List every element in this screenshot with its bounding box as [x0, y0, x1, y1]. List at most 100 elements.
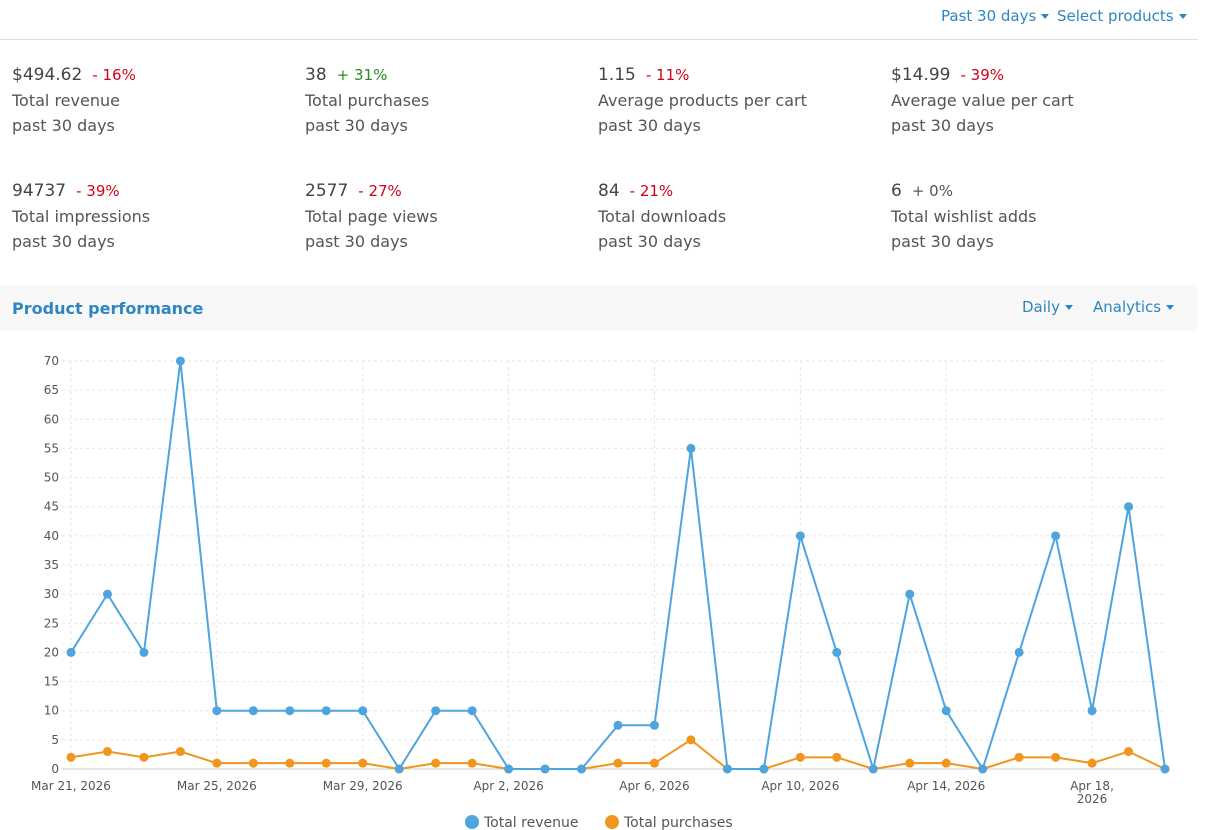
view-dropdown[interactable]: Analytics: [1093, 298, 1174, 316]
data-point: [1014, 752, 1024, 762]
data-point: [102, 747, 112, 757]
section-header: Product performance Daily Analytics: [0, 285, 1198, 331]
data-point: [285, 758, 295, 768]
y-tick-label: 15: [44, 675, 59, 689]
data-point: [431, 706, 441, 716]
stat-row: 1.15 - 11%: [598, 65, 888, 85]
data-point: [248, 706, 258, 716]
stat-value: 84: [598, 181, 620, 201]
data-point: [613, 720, 623, 730]
y-tick-label: 60: [44, 412, 59, 426]
stat-card: 84 - 21% Total downloads past 30 days: [598, 181, 888, 251]
y-tick-label: 25: [44, 616, 59, 630]
stat-period: past 30 days: [12, 232, 115, 251]
products-dropdown[interactable]: Select products: [1057, 7, 1187, 25]
chart: 0 5 10 15 20 25 30 35 40 45 50 55 60 65 70 Mar 21, 2026…: [31, 354, 1170, 830]
legend-swatch: [605, 815, 619, 829]
data-point: [66, 647, 76, 657]
stat-change: + 0%: [911, 182, 953, 200]
stat-label: Average value per cart: [891, 91, 1074, 110]
data-point: [941, 706, 951, 716]
stat-row: $14.99 - 39%: [891, 65, 1181, 85]
y-tick-label: 40: [44, 529, 59, 543]
stat-row: $494.62 - 16%: [12, 65, 302, 85]
data-point: [1124, 502, 1134, 512]
stat-period: past 30 days: [891, 232, 994, 251]
stat-card: 94737 - 39% Total impressions past 30 days: [12, 181, 302, 251]
stat-row: 2577 - 27%: [305, 181, 595, 201]
data-point: [868, 764, 878, 774]
data-point: [467, 758, 477, 768]
data-point: [795, 531, 805, 541]
stat-value: 1.15: [598, 65, 636, 85]
data-point: [175, 356, 185, 366]
stat-change: - 11%: [645, 66, 690, 84]
stat-label: Total impressions: [12, 207, 151, 226]
x-tick-label: Apr 10, 2026: [761, 779, 839, 793]
data-point: [1014, 647, 1024, 657]
stat-card: 38 + 31% Total purchases past 30 days: [305, 65, 595, 135]
stat-label: Total purchases: [305, 91, 430, 110]
stat-card: $494.62 - 16% Total revenue past 30 days: [12, 65, 302, 135]
y-tick-label: 20: [44, 645, 59, 659]
legend-label: Total purchases: [623, 815, 733, 830]
stat-period: past 30 days: [305, 232, 408, 251]
y-tick-label: 5: [51, 733, 59, 747]
y-tick-label: 70: [44, 354, 59, 368]
data-point: [905, 758, 915, 768]
data-point: [321, 706, 331, 716]
stat-row: 38 + 31%: [305, 65, 595, 85]
stat-value: 94737: [12, 181, 67, 201]
data-point: [212, 706, 222, 716]
stat-label: Total page views: [305, 207, 438, 226]
stat-value: 38: [305, 65, 327, 85]
stat-period: past 30 days: [598, 232, 701, 251]
y-tick-label: 10: [44, 704, 59, 718]
data-point: [1051, 752, 1061, 762]
y-tick-label: 55: [44, 441, 59, 455]
y-tick-label: 0: [51, 762, 59, 776]
data-point: [722, 764, 732, 774]
y-tick-label: 50: [44, 471, 59, 485]
data-point: [649, 720, 659, 730]
data-point: [686, 735, 696, 745]
stat-value: 6: [891, 181, 902, 201]
data-point: [321, 758, 331, 768]
data-point: [1087, 758, 1097, 768]
stat-card: $14.99 - 39% Average value per cart past 30…: [891, 65, 1181, 135]
period-dropdown[interactable]: Past 30 days: [941, 7, 1049, 25]
stat-value: $494.62: [12, 65, 83, 85]
x-tick-label: Apr 2, 2026: [473, 779, 543, 793]
data-point: [795, 752, 805, 762]
stat-label: Total downloads: [598, 207, 727, 226]
x-tick-label: Mar 29, 2026: [323, 779, 403, 793]
legend-label: Total revenue: [483, 815, 578, 830]
data-point: [139, 647, 149, 657]
data-point: [1124, 747, 1134, 757]
stat-value: 2577: [305, 181, 349, 201]
data-point: [540, 764, 550, 774]
stat-label: Total wishlist adds: [891, 207, 1037, 226]
x-tick-label: Apr 14, 2026: [907, 779, 985, 793]
stat-change: - 27%: [358, 182, 402, 200]
interval-dropdown[interactable]: Daily: [1022, 298, 1073, 316]
data-point: [613, 758, 623, 768]
data-point: [394, 764, 404, 774]
x-tick-label-line: 2026: [1077, 792, 1108, 806]
divider: [0, 39, 1198, 40]
stat-row: 6 + 0%: [891, 181, 1181, 201]
stat-change: - 39%: [76, 182, 120, 200]
data-point: [832, 752, 842, 762]
stat-period: past 30 days: [598, 116, 701, 135]
y-tick-label: 30: [44, 587, 59, 601]
stat-card: 6 + 0% Total wishlist adds past 30 days: [891, 181, 1181, 251]
data-point: [1160, 764, 1170, 774]
x-tick-label: Mar 25, 2026: [177, 779, 257, 793]
data-point: [139, 752, 149, 762]
stat-change: - 16%: [92, 66, 136, 84]
x-tick-label-line: Apr 18,: [1070, 779, 1114, 793]
stat-period: past 30 days: [305, 116, 408, 135]
y-tick-label: 65: [44, 383, 59, 397]
stat-card: 2577 - 27% Total page views past 30 days: [305, 181, 595, 251]
y-tick-label: 35: [44, 558, 59, 572]
